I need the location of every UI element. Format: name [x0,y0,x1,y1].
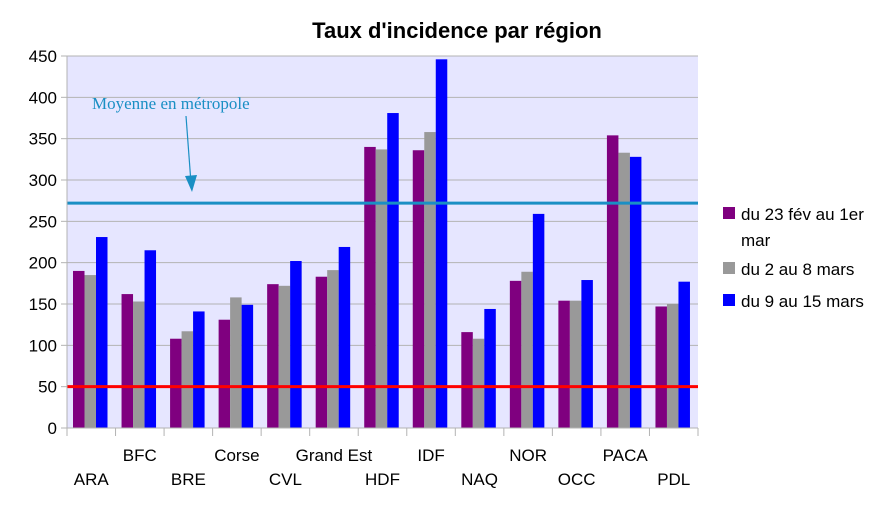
bar-hdf-series-1 [364,146,376,428]
bar-nor-series-2 [521,271,533,428]
y-tick-label: 300 [29,171,57,190]
y-axis-ticks: 0 50 100 150 200 250 300 350 400 450 [29,47,57,438]
x-category-label: BRE [171,470,206,489]
bar-grand-est-series-1 [315,276,328,428]
bar-pdl-series-1 [655,306,667,428]
y-tick-label: 350 [29,130,57,149]
bar-occ-series-2 [569,300,582,428]
bar-corse-series-2 [230,297,242,428]
bar-idf-series-1 [412,150,425,429]
bar-paca-series-3 [629,156,642,428]
bar-pdl-series-2 [666,304,679,428]
bar-ara-series-3 [96,237,108,428]
bar-naq-series-2 [472,338,485,428]
y-tick-label: 0 [48,419,57,438]
bar-corse-series-1 [218,319,231,428]
x-category-label: Grand Est [296,446,373,465]
legend-label: mar [741,231,771,250]
bar-paca-series-1 [606,135,619,429]
mean-annotation-label: Moyenne en métropole [92,94,250,113]
bar-bre-series-2 [181,331,194,428]
bar-occ-series-1 [558,300,570,428]
bar-grand-est-series-2 [327,270,339,428]
x-category-label: IDF [417,446,444,465]
legend-label: du 2 au 8 mars [741,260,854,279]
bar-corse-series-3 [241,304,254,428]
legend: du 23 fév au 1er mar du 2 au 8 mars du 9 au… [723,205,864,311]
y-tick-label: 400 [29,88,57,107]
bar-occ-series-3 [581,280,593,428]
bar-ara-series-2 [84,275,96,428]
x-axis-categories: ARA BFC BRE Corse CVL Grand Est HDF IDF NAQ NOR OC… [74,446,690,489]
bar-idf-series-3 [435,59,448,429]
bar-ara-series-1 [73,270,85,428]
bar-paca-series-2 [618,152,630,428]
bar-idf-series-2 [424,132,436,429]
bar-naq-series-1 [461,332,473,428]
x-category-label: ARA [74,470,110,489]
reference-lines [67,201,698,389]
bars-group [73,59,690,429]
bar-bfc-series-3 [144,250,157,428]
legend-label: du 9 au 15 mars [741,292,864,311]
bar-cvl-series-2 [278,285,291,428]
y-tick-label: 100 [29,336,57,355]
bar-naq-series-3 [484,308,496,428]
bar-bfc-series-2 [133,301,145,428]
y-tick-label: 250 [29,212,57,231]
bar-grand-est-series-3 [338,246,351,428]
mean-annotation-arrowhead [185,175,197,192]
bar-cvl-series-3 [290,261,302,428]
bar-nor-series-1 [509,280,522,428]
chart-title: Taux d'incidence par région [312,18,602,43]
bar-hdf-series-2 [375,149,388,428]
legend-swatch [723,294,735,306]
bar-bre-series-3 [193,311,205,428]
x-category-label: PDL [657,470,690,489]
bar-bfc-series-1 [121,294,134,428]
x-category-label: Corse [214,446,259,465]
x-category-label: NAQ [461,470,498,489]
legend-swatch [723,207,735,219]
y-tick-label: 150 [29,295,57,314]
legend-label: du 23 fév au 1er [741,205,864,224]
axes [61,55,699,436]
mean-annotation: Moyenne en métropole [92,94,250,192]
x-category-label: CVL [269,470,302,489]
y-tick-label: 50 [38,378,57,397]
bar-bre-series-1 [170,338,182,428]
x-category-label: PACA [603,446,649,465]
x-category-label: BFC [123,446,157,465]
bar-cvl-series-1 [267,284,279,428]
x-category-label: OCC [558,470,596,489]
legend-swatch [723,262,735,274]
x-category-label: NOR [509,446,547,465]
bar-hdf-series-3 [387,113,399,428]
y-tick-label: 450 [29,47,57,66]
bar-nor-series-3 [532,213,545,428]
y-tick-label: 200 [29,254,57,273]
mean-annotation-arrow [185,115,192,184]
bar-pdl-series-3 [678,281,690,428]
x-category-label: HDF [365,470,400,489]
